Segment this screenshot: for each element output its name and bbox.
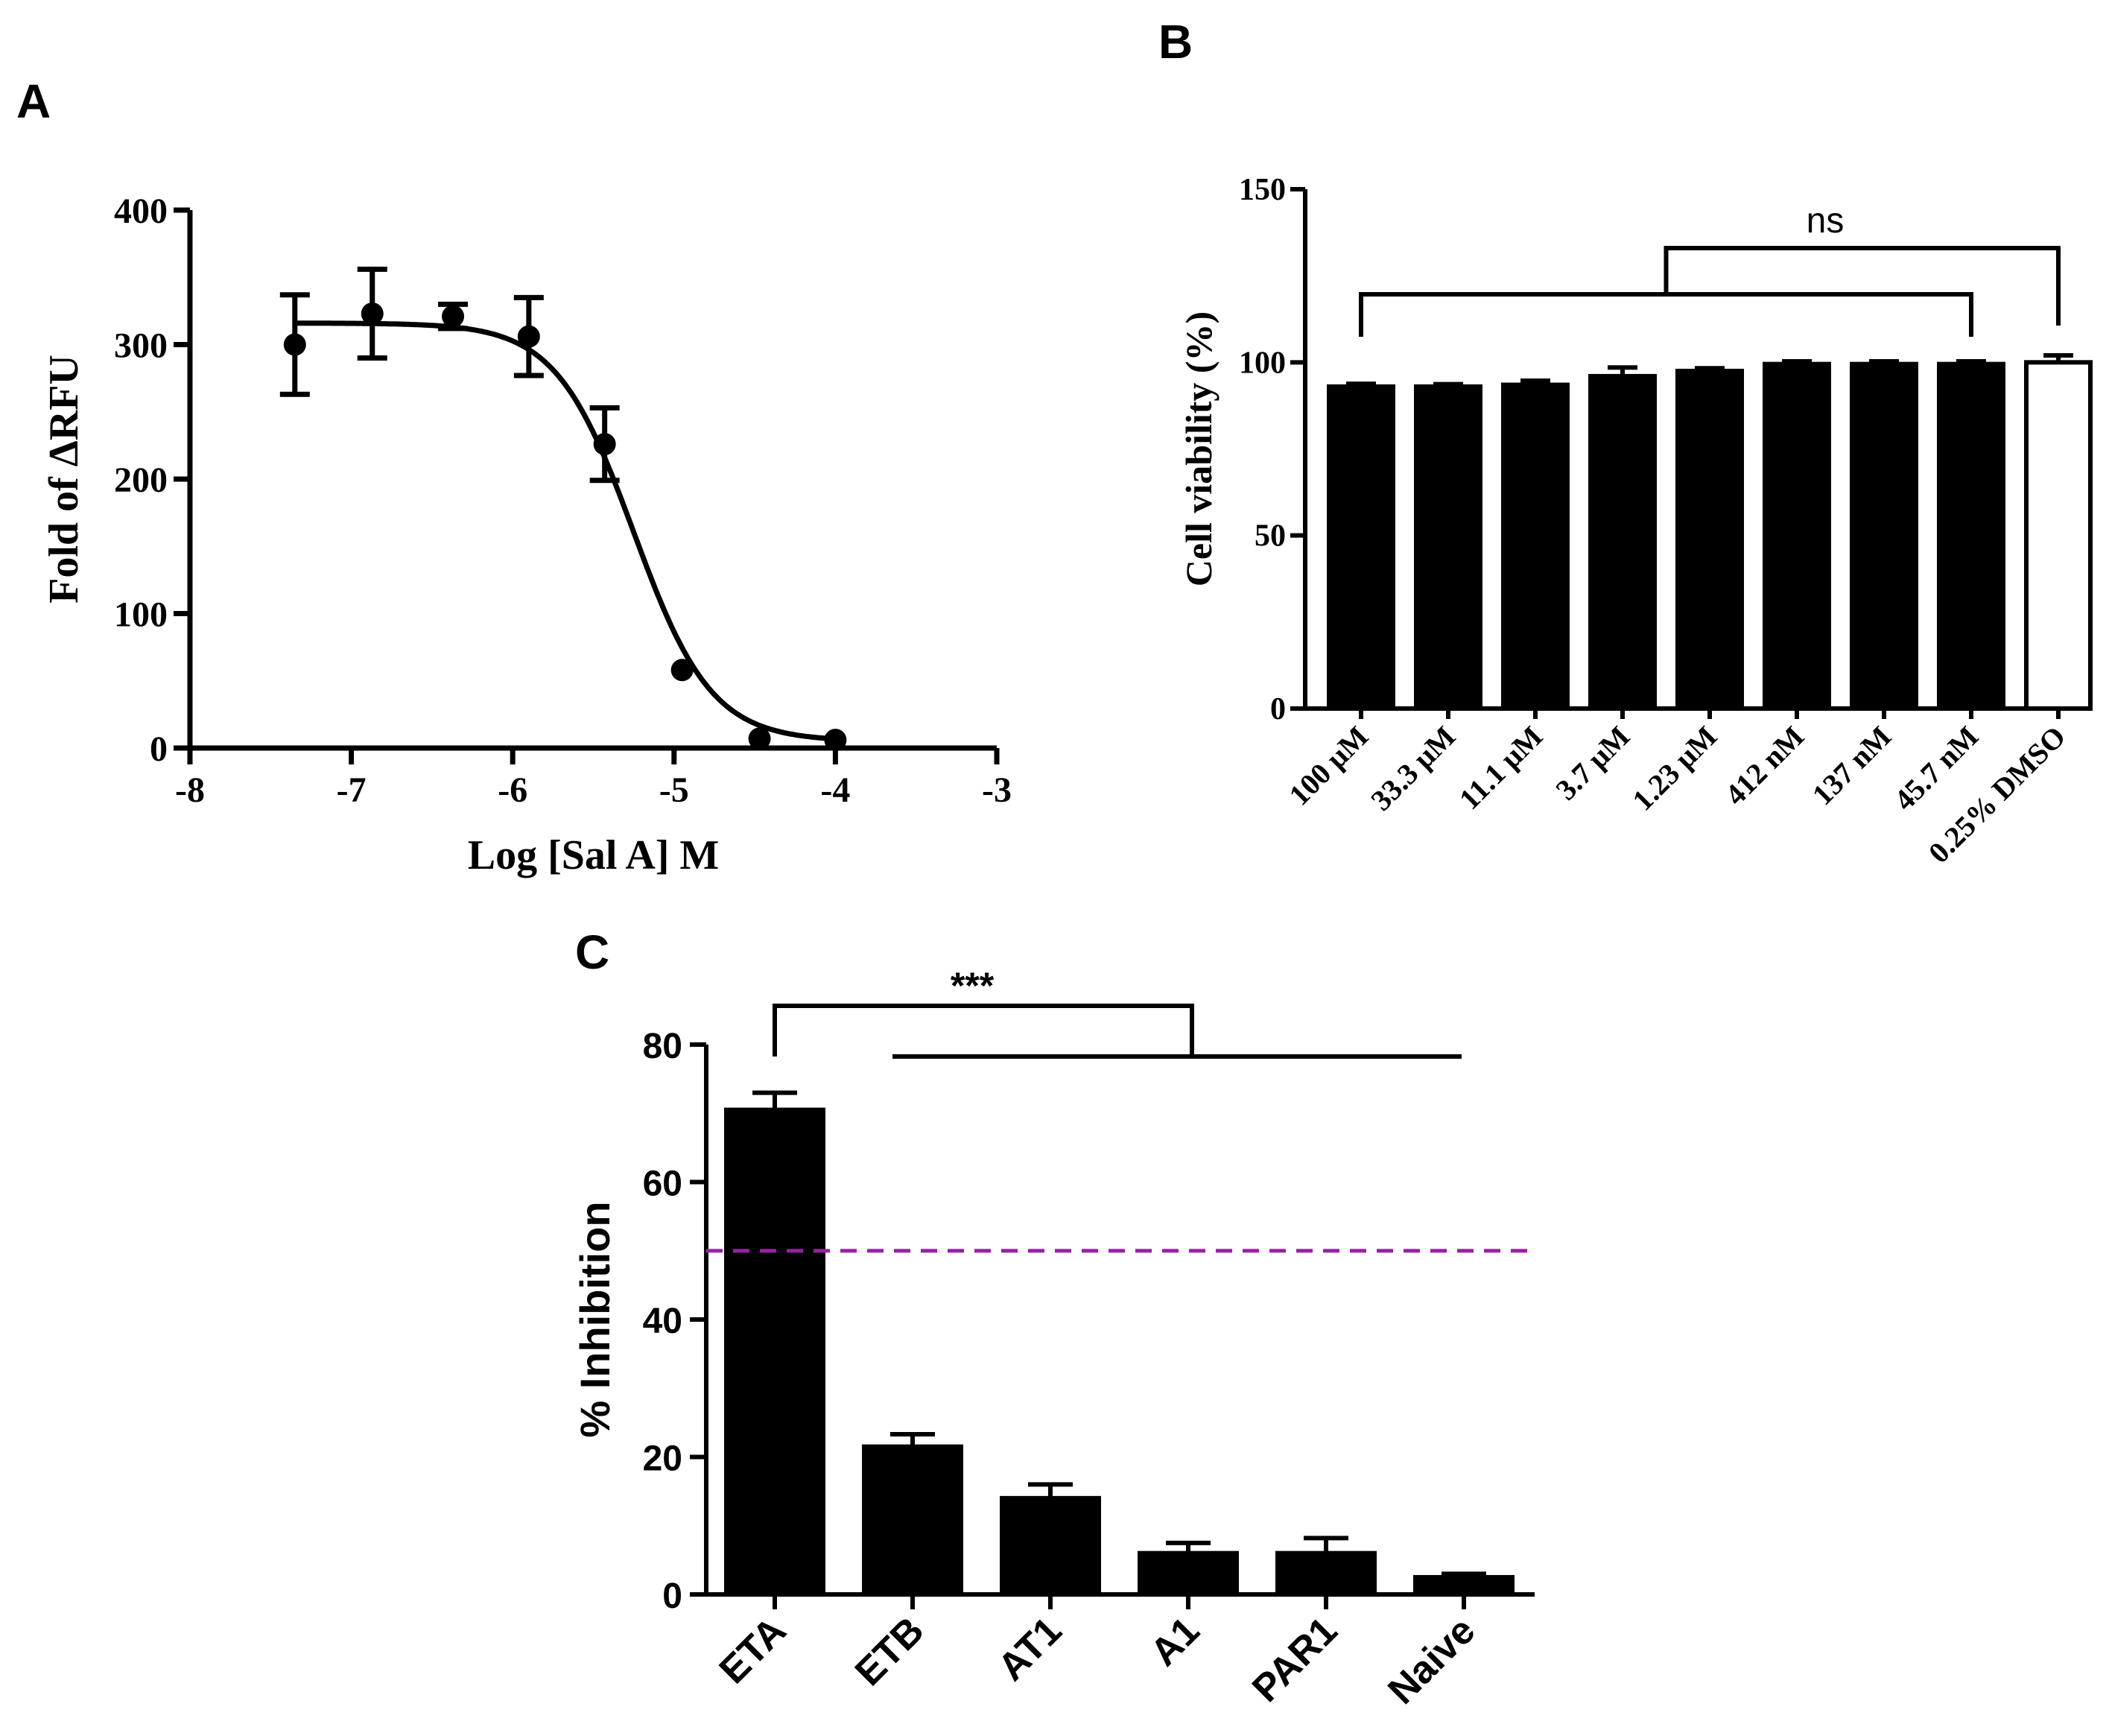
- data-point: [361, 302, 384, 325]
- x-tick-label: ETA: [711, 1609, 795, 1692]
- x-tick-label: 412 nM: [1719, 720, 1811, 812]
- bar: [1138, 1550, 1239, 1597]
- y-tick-label: 400: [114, 191, 168, 231]
- x-tick-label: ETB: [847, 1609, 933, 1694]
- x-axis-label: Log [Sal A] M: [468, 832, 720, 878]
- x-tick-label: AT1: [990, 1609, 1071, 1689]
- bar: [2024, 360, 2093, 711]
- data-point: [824, 729, 847, 752]
- bar: [1588, 373, 1657, 711]
- bracket-upper: [773, 1004, 1194, 1057]
- data-point: [670, 659, 694, 682]
- bar: [1327, 384, 1395, 711]
- x-tick-label: 33.3 μM: [1364, 720, 1462, 817]
- y-tick-label: 0: [662, 1577, 682, 1616]
- data-point: [517, 325, 540, 348]
- bar: [1501, 382, 1570, 712]
- significance-label: ***: [951, 965, 995, 1007]
- x-tick-label: -7: [337, 770, 367, 810]
- x-tick-label: -8: [175, 770, 205, 810]
- data-point: [283, 333, 306, 356]
- y-tick-label: 0: [1270, 692, 1286, 726]
- y-tick-label: 0: [150, 729, 168, 769]
- y-tick-label: 50: [1255, 519, 1286, 554]
- bar: [1275, 1550, 1377, 1597]
- y-tick-label: 60: [643, 1165, 682, 1204]
- x-tick-label: Naive: [1380, 1609, 1483, 1712]
- bar: [1675, 368, 1744, 711]
- x-tick-label: 11.1 μM: [1453, 720, 1550, 817]
- bar: [1000, 1495, 1101, 1597]
- y-tick-label: 100: [1239, 346, 1286, 380]
- panel-c: C 0 20 40 60 80 % Inhibition ETA ETB AT1 A1 PAR1 Nai…: [571, 925, 1535, 1713]
- x-tick-label: PAR1: [1244, 1609, 1345, 1710]
- y-axis-label: % Inhibition: [571, 1201, 618, 1437]
- panel-a: A 0 100 200 300 400 -8 -7 -6 -5 -4 -3 Log [Sal A] M F…: [16, 75, 1012, 878]
- panel-label-b: B: [1158, 15, 1193, 69]
- panel-label-a: A: [16, 75, 51, 128]
- y-axis-label: Fold of ΔRFU: [41, 355, 87, 604]
- x-tick-label: 100 μM: [1282, 720, 1374, 812]
- x-tick-label: A1: [1142, 1609, 1208, 1674]
- y-tick-label: 20: [643, 1439, 682, 1479]
- bracket-upper: [1664, 246, 2061, 326]
- significance-label: ns: [1807, 201, 1845, 241]
- bar: [1414, 384, 1482, 711]
- bar: [1763, 361, 1831, 711]
- bar: [724, 1107, 825, 1597]
- y-tick-label: 100: [114, 595, 168, 635]
- y-tick-label: 40: [643, 1302, 682, 1341]
- x-tick-label: -3: [982, 770, 1012, 810]
- x-tick-label: -4: [820, 770, 850, 810]
- y-tick-label: 150: [1239, 173, 1286, 207]
- x-tick-label: 137 nM: [1806, 720, 1898, 812]
- x-tick-label: -6: [498, 770, 527, 810]
- data-point: [748, 727, 771, 750]
- y-axis-label: Cell viability (%): [1178, 311, 1220, 586]
- bar: [1413, 1574, 1515, 1597]
- data-point: [442, 305, 465, 328]
- bracket-lower: [1359, 292, 1973, 337]
- bar: [862, 1444, 963, 1597]
- bar: [1850, 361, 1918, 711]
- y-tick-label: 300: [114, 326, 168, 366]
- bar: [1937, 361, 2005, 711]
- panel-label-c: C: [575, 925, 609, 979]
- fit-curve: [294, 320, 836, 742]
- y-tick-label: 200: [114, 460, 168, 500]
- x-tick-label: 3.7 μM: [1549, 720, 1636, 807]
- x-tick-label: -5: [659, 770, 689, 810]
- y-tick-label: 80: [643, 1027, 682, 1066]
- data-point: [593, 433, 616, 456]
- x-tick-label: 1.23 μM: [1626, 720, 1723, 817]
